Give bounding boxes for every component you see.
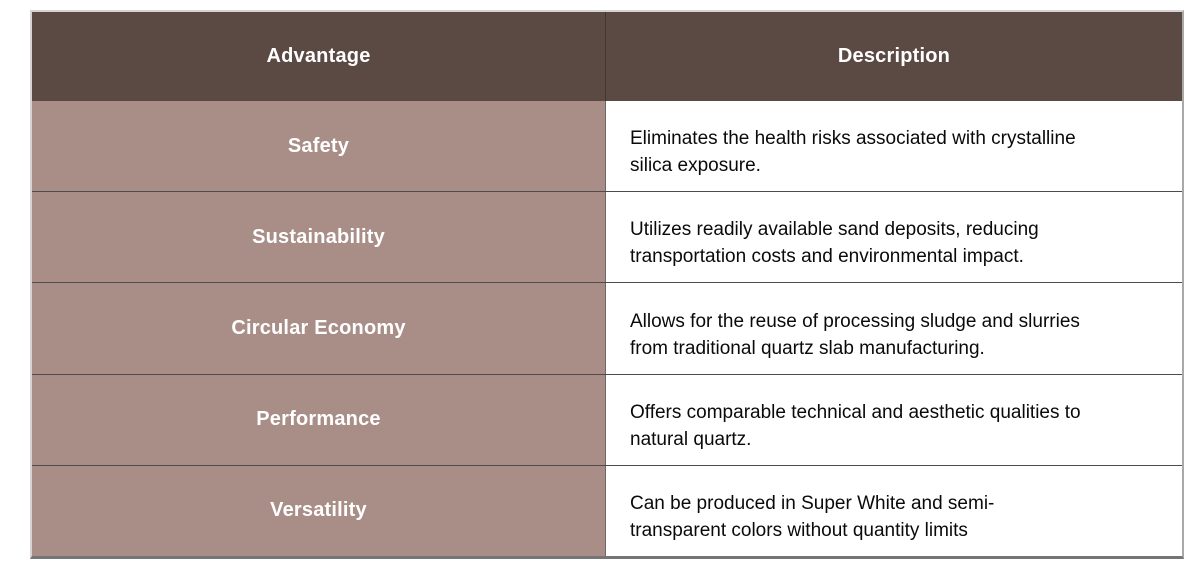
table-row: Safety Eliminates the health risks assoc… bbox=[32, 101, 1182, 192]
advantage-cell-circular-economy: Circular Economy bbox=[32, 283, 606, 374]
description-cell-sustainability: Utilizes readily available sand deposits… bbox=[606, 192, 1182, 283]
description-cell-versatility: Can be produced in Super White and semi-… bbox=[606, 465, 1182, 557]
advantages-table: Advantage Description Safety Eliminates … bbox=[30, 10, 1184, 559]
advantage-cell-safety: Safety bbox=[32, 101, 606, 192]
advantage-cell-sustainability: Sustainability bbox=[32, 192, 606, 283]
description-cell-safety: Eliminates the health risks associated w… bbox=[606, 101, 1182, 192]
advantage-cell-performance: Performance bbox=[32, 374, 606, 465]
table-row: Circular Economy Allows for the reuse of… bbox=[32, 282, 1182, 374]
column-header-description: Description bbox=[606, 12, 1182, 101]
description-cell-circular-economy: Allows for the reuse of processing sludg… bbox=[606, 283, 1182, 374]
table-header-row: Advantage Description bbox=[32, 12, 1182, 101]
advantage-cell-versatility: Versatility bbox=[32, 465, 606, 557]
column-header-advantage: Advantage bbox=[32, 12, 606, 101]
table-row: Sustainability Utilizes readily availabl… bbox=[32, 191, 1182, 283]
table-row: Performance Offers comparable technical … bbox=[32, 373, 1182, 465]
description-cell-performance: Offers comparable technical and aestheti… bbox=[606, 374, 1182, 465]
table-row: Versatility Can be produced in Super Whi… bbox=[32, 464, 1182, 557]
